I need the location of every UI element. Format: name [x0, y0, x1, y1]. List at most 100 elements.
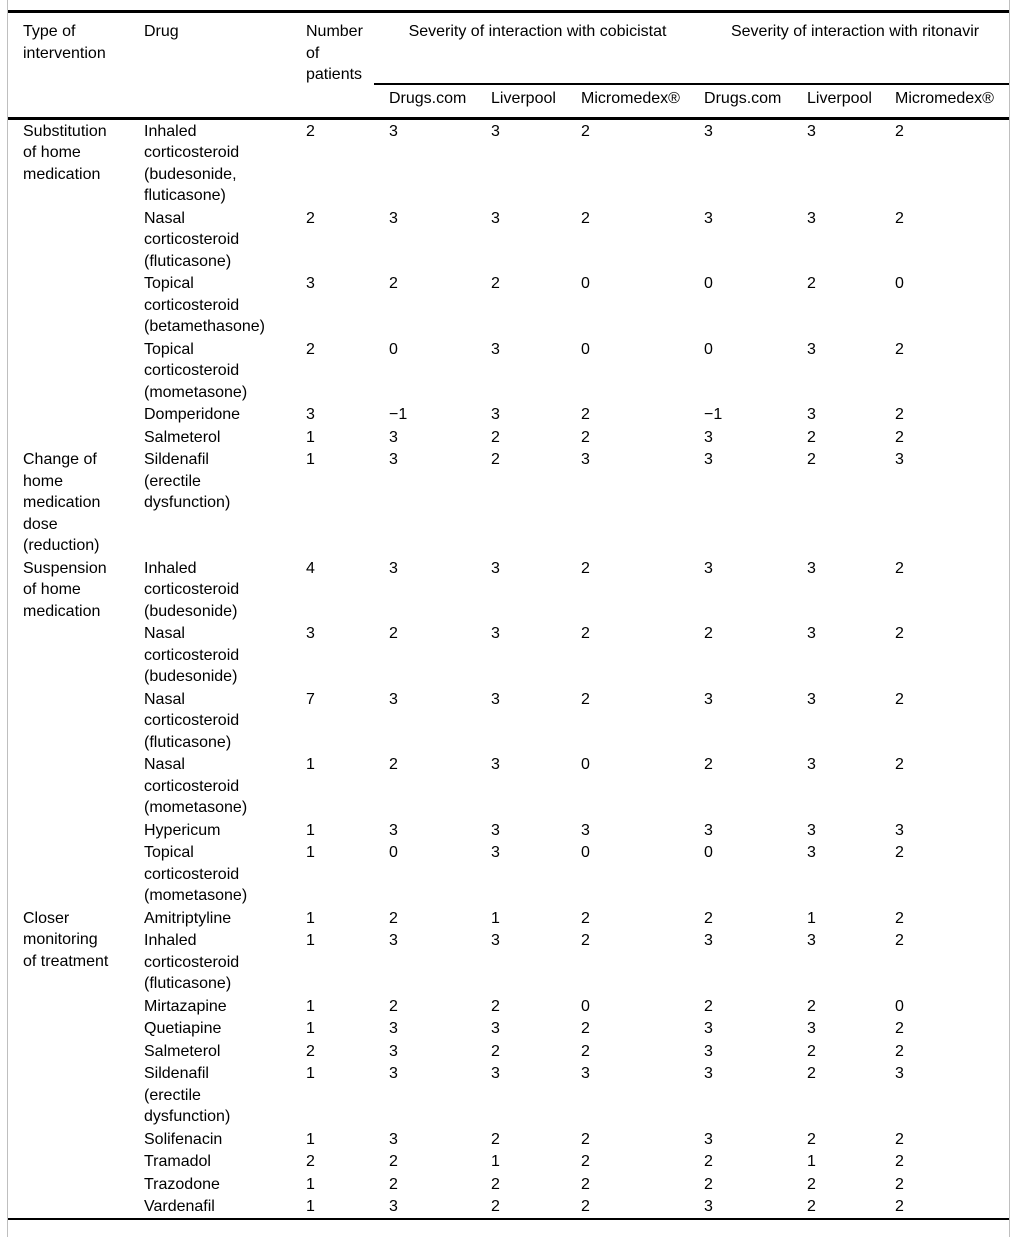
severity-cobicistat-liverpool-cell: 3 — [491, 406, 500, 423]
severity-cobicistat-micromedex-cell: 2 — [581, 406, 590, 423]
table-row: Inhaled corticosteroid (fluticasone) 1 3 3 2… — [8, 929, 1009, 995]
patients-count-cell: 2 — [306, 122, 315, 140]
severity-cobicistat-drugscom-cell: 3 — [389, 1130, 398, 1148]
severity-cobicistat-micromedex-cell: 2 — [581, 625, 590, 642]
severity-ritonavir-micromedex-cell: 2 — [895, 909, 904, 927]
severity-ritonavir-micromedex-cell: 2 — [895, 690, 904, 708]
severity-cobicistat-liverpool-cell: 1 — [491, 1153, 500, 1170]
drug-cell: Quetiapine — [144, 1020, 222, 1037]
severity-ritonavir-drugscom-cell: 2 — [704, 909, 713, 927]
severity-ritonavir-liverpool-cell: 1 — [807, 909, 816, 927]
severity-cobicistat-liverpool-cell: 3 — [491, 756, 500, 773]
header-row-sources: Drugs.com Liverpool Micromedex® Drugs.co… — [8, 83, 1010, 120]
severity-ritonavir-micromedex-cell: 2 — [895, 625, 904, 642]
severity-cobicistat-micromedex-cell: 0 — [581, 756, 590, 773]
severity-cobicistat-micromedex-cell: 2 — [581, 690, 590, 708]
severity-cobicistat-drugscom-cell: 3 — [389, 209, 398, 227]
severity-cobicistat-liverpool-cell: 2 — [491, 275, 500, 292]
drug-cell: Nasal corticosteroid (budesonide) — [144, 625, 240, 685]
severity-ritonavir-drugscom-cell: 0 — [704, 340, 713, 358]
severity-cobicistat-micromedex-cell: 2 — [581, 428, 590, 446]
patients-count-cell: 1 — [306, 1020, 315, 1037]
severity-cobicistat-drugscom-cell: 2 — [389, 997, 398, 1015]
severity-cobicistat-micromedex-cell: 2 — [581, 559, 590, 577]
table-row: Nasal corticosteroid (fluticasone) 2 3 3 2 3 3… — [8, 207, 1009, 273]
patients-count-cell: 2 — [306, 340, 315, 358]
severity-cobicistat-drugscom-cell: 3 — [389, 122, 398, 140]
severity-ritonavir-liverpool-cell: 2 — [807, 1130, 816, 1148]
severity-ritonavir-liverpool-cell: 2 — [807, 1065, 816, 1082]
severity-ritonavir-micromedex-cell: 2 — [895, 209, 904, 227]
severity-ritonavir-micromedex-cell: 2 — [895, 844, 904, 861]
severity-ritonavir-micromedex-cell: 2 — [895, 1020, 904, 1037]
table-row: Nasal corticosteroid (fluticasone) 7 3 3 2 3 3… — [8, 688, 1009, 754]
severity-cobicistat-micromedex-cell: 0 — [581, 997, 590, 1015]
severity-cobicistat-drugscom-cell: 3 — [389, 451, 398, 468]
severity-cobicistat-liverpool-cell: 3 — [491, 821, 500, 839]
severity-ritonavir-drugscom-cell: −1 — [704, 406, 723, 423]
header-row-spanners: Type of intervention Drug Number of pati… — [8, 11, 1010, 120]
table-row: Topical corticosteroid (mometasone) 1 0 3 0 0… — [8, 841, 1009, 907]
severity-cobicistat-micromedex-cell: 2 — [581, 1042, 590, 1060]
severity-cobicistat-micromedex-cell: 2 — [581, 909, 590, 927]
severity-ritonavir-drugscom-cell: 2 — [704, 1153, 713, 1170]
intervention-cell: Change of home medication dose (reductio… — [23, 451, 101, 554]
drug-cell: Inhaled corticosteroid (fluticasone) — [144, 932, 240, 992]
severity-cobicistat-micromedex-cell: 2 — [581, 1198, 590, 1215]
severity-cobicistat-liverpool-cell: 3 — [491, 340, 500, 358]
severity-ritonavir-drugscom-cell: 3 — [704, 1020, 713, 1037]
drug-cell: Nasal corticosteroid (fluticasone) — [144, 690, 240, 751]
severity-cobicistat-micromedex-cell: 0 — [581, 275, 590, 292]
table-row: Hypericum 1 3 3 3 3 3 3 — [8, 819, 1009, 842]
severity-ritonavir-drugscom-cell: 0 — [704, 844, 713, 861]
table-header: Type of intervention Drug Number of pati… — [8, 11, 1010, 120]
table-frame: Type of intervention Drug Number of pati… — [7, 0, 1010, 1237]
severity-ritonavir-drugscom-cell: 3 — [704, 821, 713, 839]
severity-ritonavir-liverpool-cell: 1 — [807, 1153, 816, 1170]
severity-cobicistat-micromedex-cell: 3 — [581, 1065, 590, 1082]
severity-cobicistat-drugscom-cell: 2 — [389, 1153, 398, 1170]
severity-ritonavir-liverpool-cell: 3 — [807, 340, 816, 358]
table-row: Nasal corticosteroid (budesonide) 3 2 3 2 2 3 2 — [8, 622, 1009, 688]
drug-cell: Topical corticosteroid (betamethasone) — [144, 275, 265, 335]
severity-cobicistat-micromedex-cell: 2 — [581, 1130, 590, 1148]
severity-ritonavir-drugscom-cell: 2 — [704, 997, 713, 1015]
patients-count-cell: 1 — [306, 451, 315, 468]
severity-cobicistat-drugscom-cell: 3 — [389, 1198, 398, 1215]
severity-ritonavir-drugscom-cell: 3 — [704, 428, 713, 446]
severity-cobicistat-drugscom-cell: 2 — [389, 756, 398, 773]
severity-ritonavir-drugscom-cell: 3 — [704, 451, 713, 468]
severity-cobicistat-drugscom-cell: 0 — [389, 340, 398, 358]
severity-ritonavir-liverpool-cell: 3 — [807, 625, 816, 642]
severity-cobicistat-drugscom-cell: 3 — [389, 690, 398, 708]
table-body: Substitution of home medication Inhaled c… — [8, 118, 1009, 1219]
severity-cobicistat-micromedex-cell: 2 — [581, 122, 590, 140]
table-row: Trazodone 1 2 2 2 2 2 2 — [8, 1173, 1009, 1196]
severity-ritonavir-drugscom-cell: 3 — [704, 1130, 713, 1148]
table-row: Domperidone 3 −1 3 2 −1 3 2 — [8, 403, 1009, 426]
severity-cobicistat-liverpool-cell: 3 — [491, 932, 500, 949]
severity-cobicistat-drugscom-cell: 2 — [389, 909, 398, 927]
drug-cell: Hypericum — [144, 821, 221, 839]
severity-ritonavir-micromedex-cell: 2 — [895, 1153, 904, 1170]
severity-cobicistat-liverpool-cell: 2 — [491, 451, 500, 468]
patients-count-cell: 4 — [306, 559, 315, 577]
severity-cobicistat-liverpool-cell: 3 — [491, 122, 500, 140]
severity-ritonavir-liverpool-cell: 2 — [807, 1198, 816, 1215]
severity-cobicistat-micromedex-cell: 0 — [581, 340, 590, 358]
severity-cobicistat-liverpool-cell: 3 — [491, 844, 500, 861]
interaction-severity-table: Type of intervention Drug Number of pati… — [8, 10, 1010, 1220]
patients-count-cell: 2 — [306, 1153, 315, 1170]
severity-cobicistat-drugscom-cell: 3 — [389, 1042, 398, 1060]
spanner-severity-cobicistat: Severity of interaction with cobicistat — [374, 11, 690, 85]
severity-ritonavir-liverpool-cell: 3 — [807, 559, 816, 577]
severity-cobicistat-drugscom-cell: 2 — [389, 275, 398, 292]
table-row: Topical corticosteroid (betamethasone) 3 2… — [8, 272, 1009, 338]
patients-count-cell: 1 — [306, 997, 315, 1015]
severity-cobicistat-liverpool-cell: 3 — [491, 209, 500, 227]
patients-count-cell: 1 — [306, 1130, 315, 1148]
drug-cell: Topical corticosteroid (mometasone) — [144, 340, 248, 401]
severity-ritonavir-drugscom-cell: 3 — [704, 690, 713, 708]
severity-ritonavir-micromedex-cell: 2 — [895, 932, 904, 949]
severity-ritonavir-micromedex-cell: 3 — [895, 1065, 904, 1082]
